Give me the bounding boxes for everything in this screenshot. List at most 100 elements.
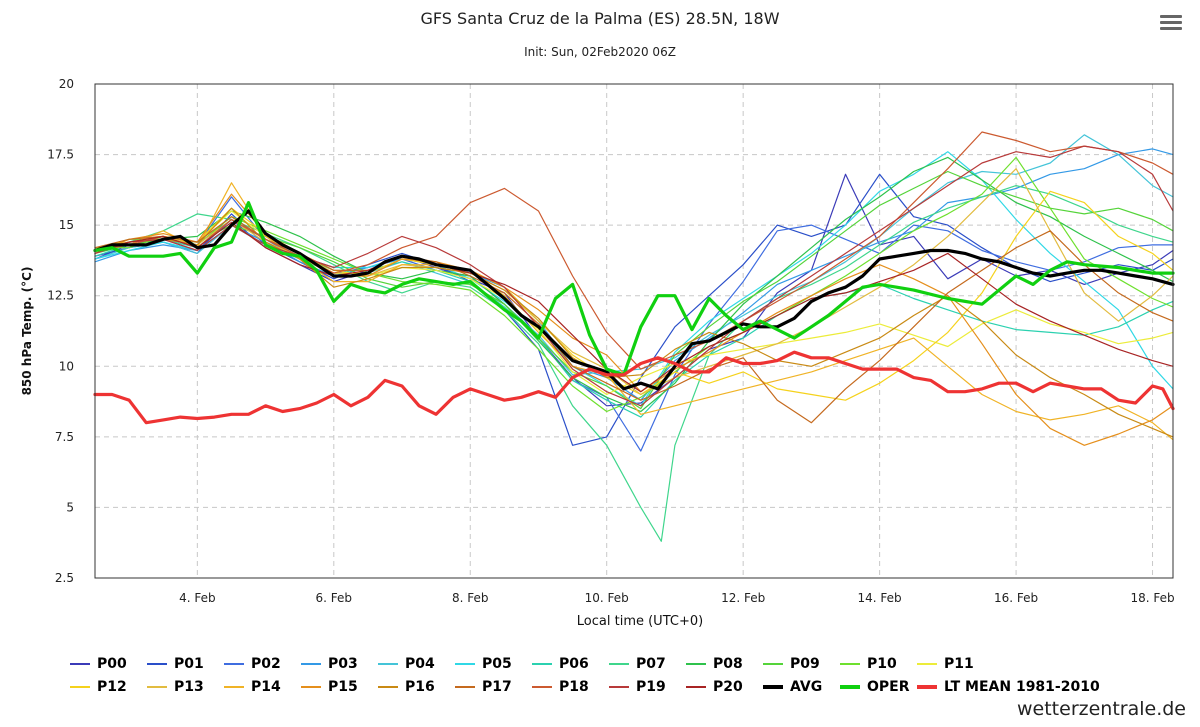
y-tick-label: 7.5 — [55, 430, 74, 444]
x-tick-label: 4. Feb — [179, 591, 216, 605]
legend-item-oper[interactable]: OPER — [840, 677, 910, 697]
menu-bar — [1160, 27, 1182, 30]
legend-label: P13 — [174, 679, 204, 695]
legend-item-p11[interactable]: P11 — [917, 654, 974, 674]
legend-swatch — [70, 663, 90, 665]
legend-item-p08[interactable]: P08 — [686, 654, 743, 674]
plot-area-frame — [94, 83, 1174, 579]
series-line-p20 — [94, 221, 1174, 393]
legend-swatch — [840, 663, 860, 665]
legend-label: P00 — [97, 656, 127, 672]
legend-item-p03[interactable]: P03 — [301, 654, 358, 674]
legend-label: P04 — [405, 656, 435, 672]
legend-swatch — [455, 663, 475, 665]
legend-swatch — [301, 663, 321, 665]
series-line-p00 — [94, 173, 1174, 407]
series-line-p18 — [94, 131, 1174, 370]
legend-item-p17[interactable]: P17 — [455, 677, 512, 697]
credit-text: wetterzentrale.de — [1017, 698, 1186, 720]
legend-swatch — [686, 663, 706, 665]
legend-swatch — [378, 686, 398, 688]
legend-item-p01[interactable]: P01 — [147, 654, 204, 674]
legend-item-p05[interactable]: P05 — [455, 654, 512, 674]
legend-label: P17 — [482, 679, 512, 695]
legend-swatch — [147, 663, 167, 665]
legend-item-p12[interactable]: P12 — [70, 677, 127, 697]
legend-label: P20 — [713, 679, 743, 695]
legend-item-p14[interactable]: P14 — [224, 677, 281, 697]
legend-swatch — [917, 685, 937, 689]
legend-item-p19[interactable]: P19 — [609, 677, 666, 697]
legend-item-p20[interactable]: P20 — [686, 677, 743, 697]
legend-label: AVG — [790, 679, 823, 695]
legend-swatch — [763, 685, 783, 689]
series-line-lt-mean-1981-2010 — [93, 350, 1175, 425]
menu-bar — [1160, 21, 1182, 24]
series-line-avg — [93, 209, 1175, 391]
x-tick-label: 8. Feb — [452, 591, 489, 605]
legend-swatch — [455, 686, 475, 688]
x-axis-label: Local time (UTC+0) — [577, 614, 703, 629]
legend-item-p18[interactable]: P18 — [532, 677, 589, 697]
legend-swatch — [917, 663, 937, 665]
legend-row: P00 P01 P02 P03 P04 P05 P06 P07 P08 P09 P10 P11 — [60, 654, 1150, 677]
series-line-p13 — [94, 168, 1174, 396]
legend-item-p13[interactable]: P13 — [147, 677, 204, 697]
legend-label: P03 — [328, 656, 358, 672]
y-axis-ticks: 2.5 5 7.5 10 12.5 15 17.5 20 — [47, 77, 74, 585]
legend-label: P11 — [944, 656, 974, 672]
legend-label: LT MEAN 1981-2010 — [944, 679, 1100, 695]
legend-label: P06 — [559, 656, 589, 672]
legend-swatch — [763, 663, 783, 665]
legend-item-avg[interactable]: AVG — [763, 677, 822, 697]
y-tick-label: 5 — [66, 500, 74, 514]
y-tick-label: 20 — [59, 77, 74, 91]
legend-item-p06[interactable]: P06 — [532, 654, 589, 674]
x-tick-label: 12. Feb — [721, 591, 765, 605]
legend-item-p02[interactable]: P02 — [224, 654, 281, 674]
legend-item-p00[interactable]: P00 — [70, 654, 127, 674]
legend-swatch — [840, 685, 860, 689]
legend-label: P12 — [97, 679, 127, 695]
legend-swatch — [609, 663, 629, 665]
y-tick-label: 15 — [59, 218, 74, 232]
legend-label: P08 — [713, 656, 743, 672]
legend-swatch — [224, 663, 244, 665]
legend-label: P15 — [328, 679, 358, 695]
y-tick-label: 10 — [59, 359, 74, 373]
legend-item-p07[interactable]: P07 — [609, 654, 666, 674]
legend-swatch — [301, 686, 321, 688]
menu-bar — [1160, 15, 1182, 18]
series-line-p09 — [94, 170, 1174, 410]
series-line-p15 — [94, 193, 1174, 446]
legend: P00 P01 P02 P03 P04 P05 P06 P07 P08 P09 P10 P11 P12 P… — [60, 654, 1150, 700]
x-tick-label: 18. Feb — [1130, 591, 1174, 605]
y-tick-label: 17.5 — [47, 148, 74, 162]
legend-item-lt-mean-1981-2010[interactable]: LT MEAN 1981-2010 — [917, 677, 1100, 697]
legend-item-p16[interactable]: P16 — [378, 677, 435, 697]
legend-swatch — [532, 663, 552, 665]
legend-label: P19 — [636, 679, 666, 695]
series-line-p07 — [94, 185, 1174, 542]
series-line-p02 — [94, 196, 1174, 452]
legend-swatch — [609, 686, 629, 688]
legend-row: P12 P13 P14 P15 P16 P17 P18 P19 P20 AVG OPER LT MEA… — [60, 677, 1150, 700]
legend-label: P07 — [636, 656, 666, 672]
legend-label: P10 — [867, 656, 897, 672]
y-axis-label: 850 hPa Temp. (°C) — [20, 267, 34, 396]
hamburger-menu-icon[interactable] — [1158, 12, 1184, 34]
series-line-p19 — [94, 145, 1174, 407]
series-line-p16 — [94, 207, 1174, 438]
series-line-p08 — [94, 156, 1174, 413]
series-line-p04 — [94, 134, 1174, 376]
legend-item-p15[interactable]: P15 — [301, 677, 358, 697]
legend-item-p10[interactable]: P10 — [840, 654, 897, 674]
legend-item-p09[interactable]: P09 — [763, 654, 820, 674]
legend-item-p04[interactable]: P04 — [378, 654, 435, 674]
legend-label: P18 — [559, 679, 589, 695]
legend-label: P01 — [174, 656, 204, 672]
gridlines — [95, 84, 1173, 578]
x-axis-ticks: 4. Feb 6. Feb 8. Feb 10. Feb 12. Feb 14. Feb 1… — [179, 591, 1175, 605]
series-layer — [93, 131, 1175, 542]
